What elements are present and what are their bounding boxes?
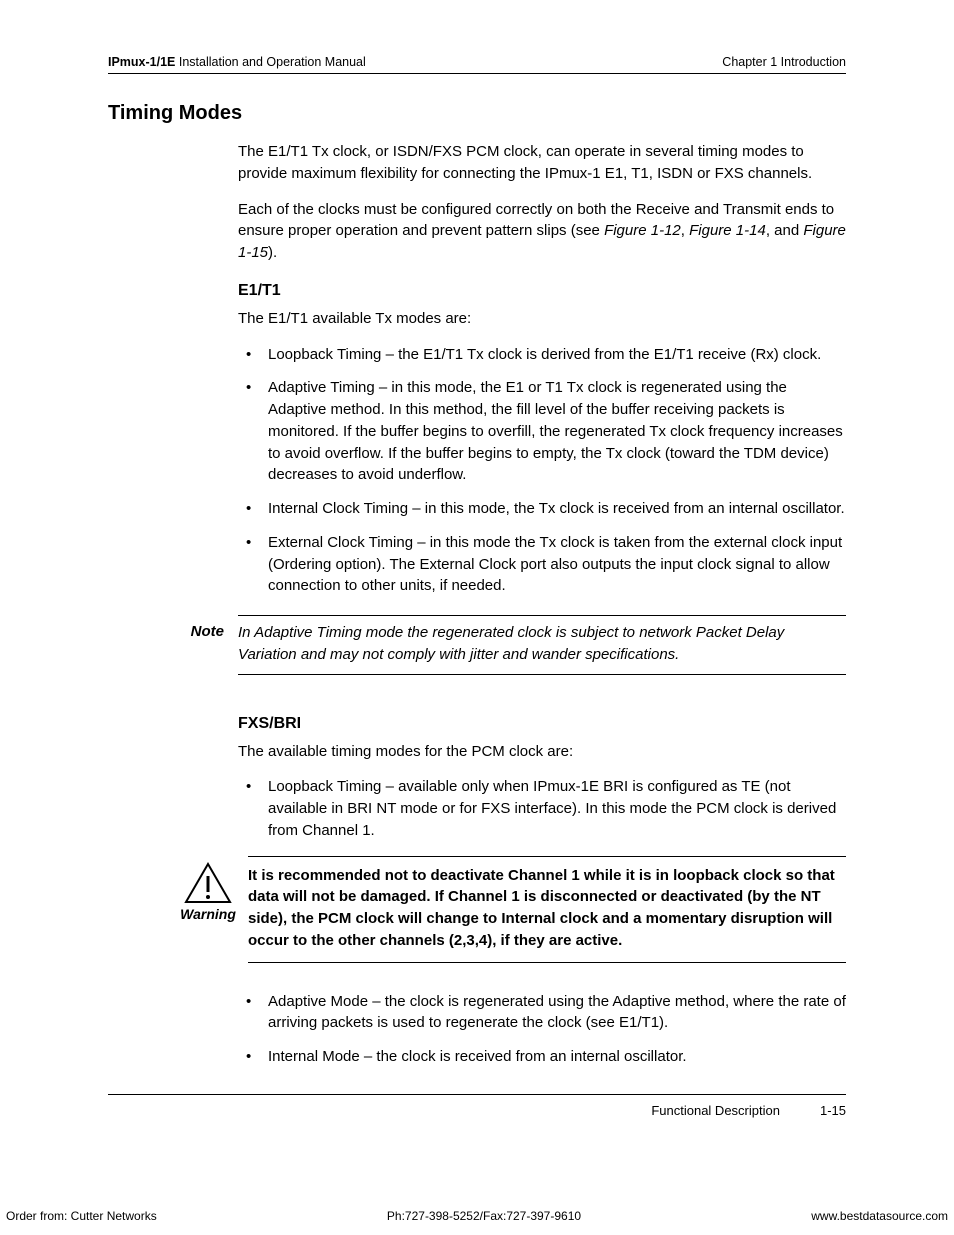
running-footer: Functional Description 1-15 xyxy=(108,1095,846,1118)
note-body: In Adaptive Timing mode the regenerated … xyxy=(238,615,846,675)
running-header: IPmux-1/1E Installation and Operation Ma… xyxy=(108,55,846,74)
body-column: The E1/T1 Tx clock, or ISDN/FXS PCM cloc… xyxy=(238,141,846,597)
list-item: Internal Clock Timing – in this mode, th… xyxy=(238,498,846,520)
fxsbri-heading: FXS/BRI xyxy=(238,715,846,733)
footer-page-number: 1-15 xyxy=(820,1103,846,1118)
intro-para-1: The E1/T1 Tx clock, or ISDN/FXS PCM cloc… xyxy=(238,141,846,185)
list-item: Adaptive Mode – the clock is regenerated… xyxy=(238,991,846,1035)
order-left: Order from: Cutter Networks xyxy=(6,1209,157,1223)
body-column-2: FXS/BRI The available timing modes for t… xyxy=(238,715,846,842)
fxsbri-list-top: Loopback Timing – available only when IP… xyxy=(238,776,846,841)
list-item: Loopback Timing – available only when IP… xyxy=(238,776,846,841)
body-column-3: Adaptive Mode – the clock is regenerated… xyxy=(238,991,846,1068)
warning-label: Warning xyxy=(180,906,236,922)
warning-triangle-icon xyxy=(184,862,232,904)
warning-body: It is recommended not to deactivate Chan… xyxy=(248,856,846,963)
e1t1-heading: E1/T1 xyxy=(238,282,846,300)
fxsbri-list-bottom: Adaptive Mode – the clock is regenerated… xyxy=(238,991,846,1068)
list-item: Internal Mode – the clock is received fr… xyxy=(238,1046,846,1068)
note-label: Note xyxy=(178,615,238,675)
footer-section: Functional Description xyxy=(651,1103,780,1118)
fxsbri-lead: The available timing modes for the PCM c… xyxy=(238,741,846,763)
intro-para-2: Each of the clocks must be configured co… xyxy=(238,199,846,264)
e1t1-lead: The E1/T1 available Tx modes are: xyxy=(238,308,846,330)
warning-icon-column: Warning xyxy=(178,856,238,963)
list-item: Adaptive Timing – in this mode, the E1 o… xyxy=(238,377,846,486)
page: IPmux-1/1E Installation and Operation Ma… xyxy=(0,0,954,1118)
list-item: External Clock Timing – in this mode the… xyxy=(238,532,846,597)
order-line: Order from: Cutter Networks Ph:727-398-5… xyxy=(0,1209,954,1223)
warning-block: Warning It is recommended not to deactiv… xyxy=(178,856,846,963)
header-chapter: Chapter 1 Introduction xyxy=(722,55,846,69)
list-item: Loopback Timing – the E1/T1 Tx clock is … xyxy=(238,344,846,366)
section-title: Timing Modes xyxy=(108,102,846,125)
order-center: Ph:727-398-5252/Fax:727-397-9610 xyxy=(387,1209,581,1223)
header-product: IPmux-1/1E Installation and Operation Ma… xyxy=(108,55,366,69)
e1t1-list: Loopback Timing – the E1/T1 Tx clock is … xyxy=(238,344,846,598)
order-right: www.bestdatasource.com xyxy=(811,1209,948,1223)
note-block: Note In Adaptive Timing mode the regener… xyxy=(178,615,846,675)
